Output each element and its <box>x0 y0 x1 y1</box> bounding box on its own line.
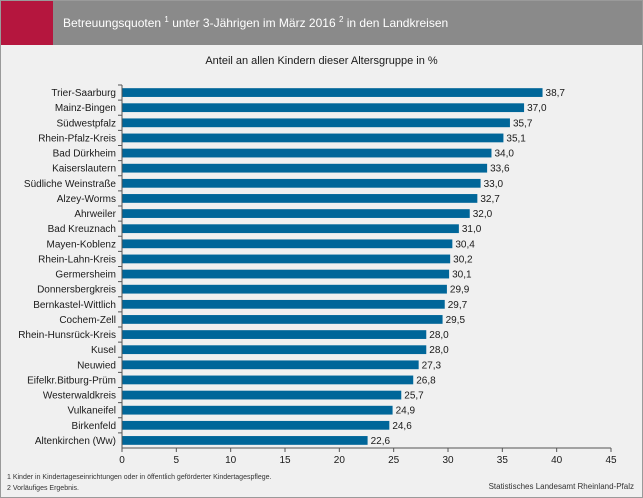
bar <box>122 194 478 203</box>
bar <box>122 390 402 400</box>
value-label: 31,0 <box>462 224 482 235</box>
category-label: Birkenfeld <box>72 421 116 432</box>
value-label: 34,0 <box>494 149 514 160</box>
category-label: Bad Dürkheim <box>53 149 116 160</box>
value-label: 27,3 <box>422 360 442 371</box>
category-label: Ahrweiler <box>74 209 116 220</box>
value-label: 30,2 <box>453 254 473 265</box>
value-label: 32,7 <box>480 194 500 205</box>
value-label: 30,1 <box>452 270 472 281</box>
value-label: 24,9 <box>396 406 416 417</box>
bar <box>122 254 451 264</box>
x-tick-label: 40 <box>551 455 563 466</box>
x-tick-label: 45 <box>605 455 617 466</box>
category-label: Kaiserslautern <box>52 164 116 175</box>
category-label: Bernkastel-Wittlich <box>33 300 116 311</box>
bar <box>122 239 453 249</box>
title-bar <box>1 1 642 45</box>
category-label: Rhein-Hunsrück-Kreis <box>18 330 116 341</box>
category-label: Mayen-Koblenz <box>47 239 116 250</box>
bar <box>122 315 443 324</box>
category-label: Südwestpfalz <box>57 118 116 129</box>
bar <box>122 375 414 385</box>
bar <box>122 345 427 355</box>
value-label: 38,7 <box>546 88 566 99</box>
category-label: Mainz-Bingen <box>55 103 116 114</box>
category-label: Kusel <box>91 345 116 356</box>
value-label: 32,0 <box>473 209 493 220</box>
value-label: 28,0 <box>429 330 449 341</box>
category-label: Trier-Saarburg <box>51 88 116 99</box>
value-label: 30,4 <box>455 239 475 250</box>
bar <box>122 436 368 445</box>
value-label: 22,6 <box>371 436 391 447</box>
bar <box>122 148 492 158</box>
value-label: 37,0 <box>527 103 547 114</box>
x-tick-label: 35 <box>497 455 509 466</box>
category-label: Germersheim <box>55 270 116 281</box>
value-label: 25,7 <box>404 391 424 402</box>
accent-block <box>1 1 53 45</box>
footnote-1: 1 Kinder in Kindertageseinrichtungen ode… <box>7 474 272 481</box>
category-label: Eifelkr.Bitburg-Prüm <box>27 375 116 386</box>
source-note: Statistisches Landesamt Rheinland-Pfalz <box>488 482 634 491</box>
chart-title: Betreuungsquoten 1 unter 3-Jährigen im M… <box>63 15 449 30</box>
bar <box>122 330 427 339</box>
category-label: Alzey-Worms <box>57 194 116 205</box>
value-label: 29,5 <box>446 315 466 326</box>
category-label: Neuwied <box>77 360 116 371</box>
bar <box>122 88 543 97</box>
footnote-2: 2 Vorläufiges Ergebnis. <box>7 485 79 492</box>
x-tick-label: 30 <box>442 455 454 466</box>
x-tick-label: 20 <box>334 455 346 466</box>
category-label: Rhein-Lahn-Kreis <box>38 254 116 265</box>
bar <box>122 405 393 415</box>
x-tick-label: 10 <box>225 455 237 466</box>
value-label: 35,7 <box>513 118 533 129</box>
bar <box>122 133 504 143</box>
x-tick-label: 15 <box>279 455 291 466</box>
value-label: 29,9 <box>450 285 470 296</box>
category-label: Vulkaneifel <box>67 406 116 417</box>
bar <box>122 103 525 113</box>
bar <box>122 118 510 128</box>
category-label: Donnersbergkreis <box>37 285 116 296</box>
chart-subtitle: Anteil an allen Kindern dieser Altersgru… <box>205 55 438 67</box>
bar <box>122 269 450 279</box>
value-label: 33,6 <box>490 164 510 175</box>
value-label: 26,8 <box>416 375 436 386</box>
category-label: Rhein-Pfalz-Kreis <box>38 133 116 144</box>
category-label: Bad Kreuznach <box>48 224 116 235</box>
bar <box>122 224 459 234</box>
bar <box>122 420 390 430</box>
x-tick-label: 25 <box>388 455 400 466</box>
bar <box>122 163 488 173</box>
value-label: 29,7 <box>448 300 468 311</box>
x-tick-label: 5 <box>174 455 180 466</box>
value-label: 28,0 <box>429 345 449 356</box>
bar <box>122 284 447 294</box>
value-label: 35,1 <box>506 133 526 144</box>
category-label: Cochem-Zell <box>59 315 116 326</box>
value-label: 33,0 <box>484 179 504 190</box>
category-label: Westerwaldkreis <box>43 391 116 402</box>
category-label: Altenkirchen (Ww) <box>35 436 116 447</box>
value-label: 24,6 <box>392 421 412 432</box>
bar <box>122 299 445 309</box>
x-tick-label: 0 <box>119 455 125 466</box>
bar <box>122 178 481 188</box>
category-label: Südliche Weinstraße <box>24 179 117 190</box>
bar <box>122 360 419 370</box>
bar <box>122 209 470 218</box>
